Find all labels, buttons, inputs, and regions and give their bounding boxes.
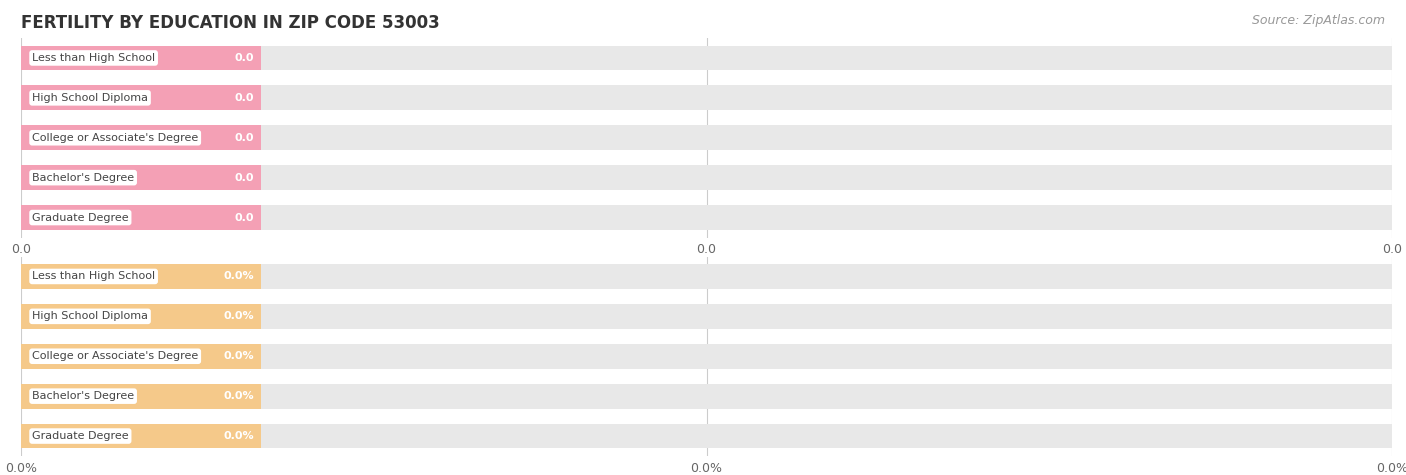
Text: 0.0: 0.0 [235,93,254,103]
Bar [21,125,262,150]
Text: 0.0%: 0.0% [224,431,254,441]
Text: Less than High School: Less than High School [32,271,155,282]
Bar [21,86,1392,110]
Text: College or Associate's Degree: College or Associate's Degree [32,133,198,143]
Bar [21,264,262,289]
Text: College or Associate's Degree: College or Associate's Degree [32,351,198,361]
Bar [21,384,262,408]
Text: FERTILITY BY EDUCATION IN ZIP CODE 53003: FERTILITY BY EDUCATION IN ZIP CODE 53003 [21,14,440,32]
Text: 0.0: 0.0 [235,212,254,223]
Text: 0.0%: 0.0% [224,391,254,401]
Bar [21,344,262,369]
Bar [21,304,262,329]
Bar [21,424,262,448]
Text: Graduate Degree: Graduate Degree [32,431,129,441]
Bar [21,165,262,190]
Bar [21,46,1392,70]
Text: High School Diploma: High School Diploma [32,93,148,103]
Bar [21,125,1392,150]
Bar [21,46,262,70]
Text: Less than High School: Less than High School [32,53,155,63]
Text: Source: ZipAtlas.com: Source: ZipAtlas.com [1251,14,1385,27]
Text: Bachelor's Degree: Bachelor's Degree [32,391,134,401]
Text: Bachelor's Degree: Bachelor's Degree [32,172,134,183]
Bar [21,384,1392,408]
Bar [21,264,1392,289]
Bar [21,304,1392,329]
Text: 0.0: 0.0 [235,172,254,183]
Bar [21,86,262,110]
Bar [21,344,1392,369]
Bar [21,205,262,230]
Text: High School Diploma: High School Diploma [32,311,148,322]
Text: Graduate Degree: Graduate Degree [32,212,129,223]
Text: 0.0: 0.0 [235,133,254,143]
Bar [21,424,1392,448]
Text: 0.0%: 0.0% [224,351,254,361]
Text: 0.0%: 0.0% [224,271,254,282]
Bar [21,165,1392,190]
Text: 0.0%: 0.0% [224,311,254,322]
Text: 0.0: 0.0 [235,53,254,63]
Bar [21,205,1392,230]
